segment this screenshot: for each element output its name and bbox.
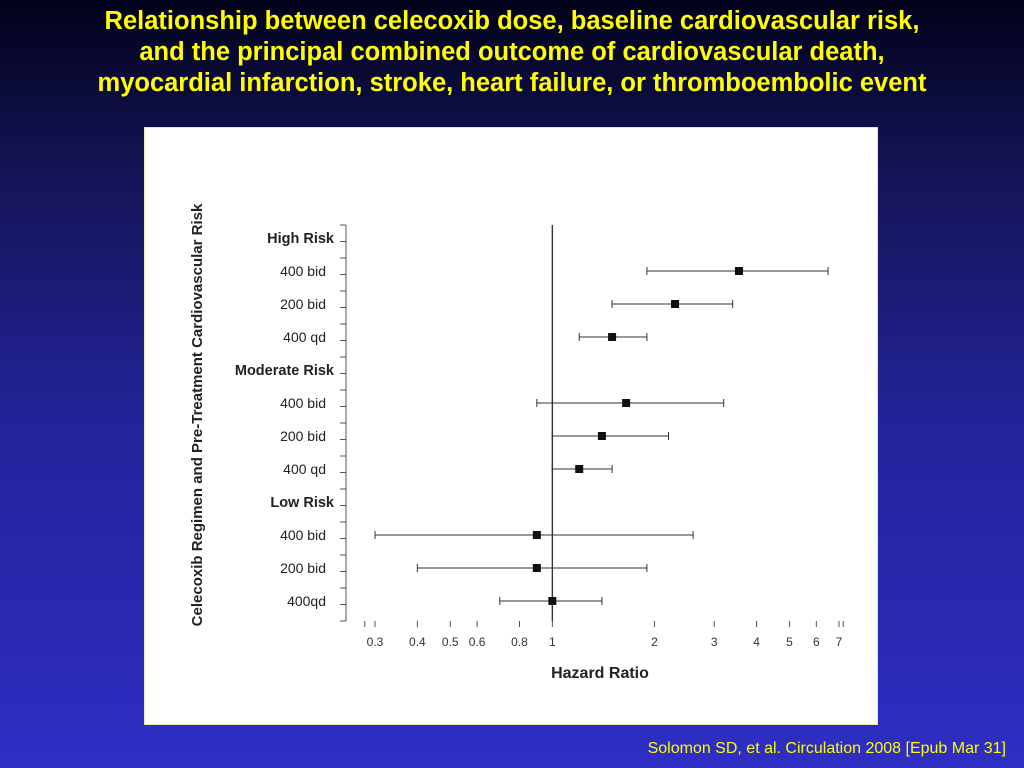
y-axis: High Risk 400 bid 200 bid 400 qd Moderate Ri… (235, 224, 347, 622)
x-axis-label: Hazard Ratio (551, 665, 649, 682)
group-label: Low Risk (270, 495, 335, 511)
x-tick-label: 0.4 (409, 635, 426, 649)
citation: Solomon SD, et al. Circulation 2008 [Epu… (647, 740, 1006, 757)
x-tick-label: 0.6 (469, 635, 486, 649)
forest-plot: High Risk 400 bid 200 bid 400 qd Moderate Ri… (189, 203, 844, 682)
slide-title: Relationship between celecoxib dose, bas… (0, 6, 1024, 99)
x-tick-label: 0.5 (442, 635, 459, 649)
x-tick-label: 0.3 (367, 635, 384, 649)
title-line-3: myocardial infarction, stroke, heart fai… (97, 69, 927, 97)
group-label: High Risk (267, 231, 335, 247)
row-label: 400 bid (280, 395, 326, 411)
hazard-ratio-point (622, 399, 631, 407)
title-line-2: and the principal combined outcome of ca… (139, 38, 885, 66)
row-label: 400 qd (283, 461, 326, 477)
x-tick-label: 3 (711, 635, 718, 649)
row-label: 400 bid (280, 263, 326, 279)
row-label: 200 bid (280, 560, 326, 576)
title-line-1: Relationship between celecoxib dose, bas… (104, 7, 920, 35)
hazard-ratio-point (548, 597, 557, 605)
x-tick-label: 4 (753, 635, 760, 649)
plot-marks (374, 225, 829, 621)
row-label: 400 qd (283, 329, 326, 345)
row-label: 200 bid (280, 296, 326, 312)
x-tick-label: 7 (836, 635, 843, 649)
x-tick-label: 1 (549, 635, 556, 649)
hazard-ratio-point (575, 465, 584, 473)
x-axis: 0.3 0.4 0.5 0.6 0.8 1 2 3 4 5 6 7 (364, 621, 844, 649)
x-tick-label: 2 (651, 635, 658, 649)
hazard-ratio-point (734, 267, 743, 275)
hazard-ratio-point (532, 564, 541, 572)
hazard-ratio-point (608, 333, 617, 341)
x-tick-label: 0.8 (511, 635, 528, 649)
x-tick-label: 6 (813, 635, 820, 649)
hazard-ratio-point (597, 432, 606, 440)
chart-panel: High Risk 400 bid 200 bid 400 qd Moderate Ri… (144, 127, 878, 725)
y-axis-label: Celecoxib Regimen and Pre-Treatment Card… (189, 203, 206, 626)
row-label: 400qd (287, 593, 326, 609)
row-label: 200 bid (280, 428, 326, 444)
hazard-ratio-point (532, 531, 541, 539)
x-tick-label: 5 (786, 635, 793, 649)
row-label: 400 bid (280, 527, 326, 543)
group-label: Moderate Risk (235, 363, 335, 379)
hazard-ratio-point (671, 300, 680, 308)
